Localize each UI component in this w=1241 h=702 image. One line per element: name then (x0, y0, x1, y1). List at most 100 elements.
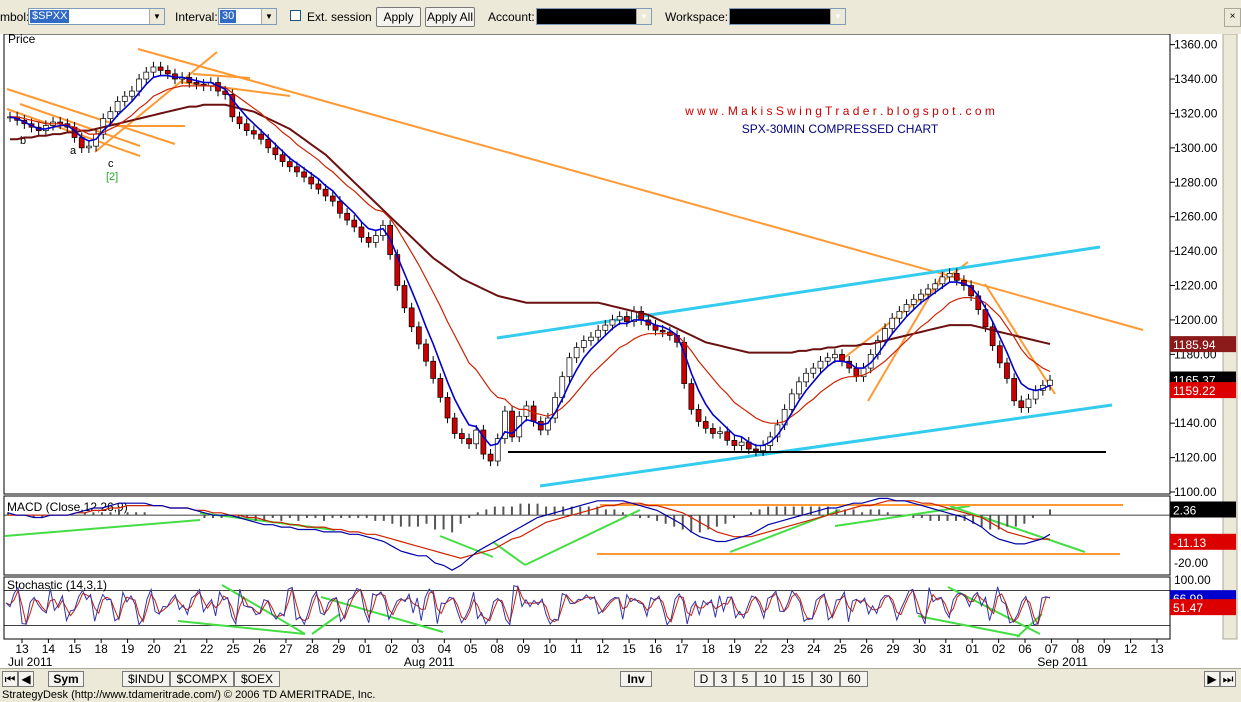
x-tick-label: 09 (517, 642, 531, 656)
candle (717, 431, 723, 434)
candle (494, 438, 501, 462)
x-tick-label: 14 (42, 642, 56, 656)
candle (738, 441, 745, 446)
chevron-down-icon[interactable]: ▼ (830, 9, 845, 24)
candle (157, 66, 164, 71)
wave-label-a: a (70, 145, 77, 157)
candle (853, 367, 860, 378)
account-label: Account: (488, 10, 535, 24)
chevron-down-icon[interactable]: ▼ (636, 9, 651, 24)
candle (286, 161, 293, 168)
close-icon[interactable]: × (1224, 8, 1241, 27)
symbol-input[interactable]: $SPXX ▼ (28, 8, 165, 25)
candle (301, 171, 307, 178)
candle (695, 409, 702, 422)
next-icon[interactable]: ▶ (1204, 671, 1220, 687)
stochastic-panel-title: Stochastic (14,3,1) (7, 578, 107, 592)
candle (487, 453, 494, 462)
tab-compx[interactable]: $COMPX (170, 671, 234, 687)
candle (788, 393, 795, 410)
ext-session-checkbox[interactable] (290, 10, 301, 21)
account-select[interactable]: ▼ (536, 8, 652, 25)
tab-interval-10[interactable]: 10 (756, 671, 784, 687)
price-label-box (1170, 336, 1236, 353)
candle (989, 326, 996, 347)
x-tick-label: 26 (860, 642, 874, 656)
x-tick-label: 17 (675, 642, 689, 656)
candle (609, 319, 616, 326)
chevron-down-icon[interactable]: ▼ (149, 9, 164, 24)
candle (380, 224, 386, 236)
candle (824, 357, 831, 362)
wave-label-b: b (20, 135, 26, 147)
candle (1032, 390, 1039, 400)
y-tick-label: 1280.00 (1174, 175, 1218, 189)
chevron-down-icon[interactable]: ▼ (261, 9, 276, 24)
ema-fast-line (9, 74, 1051, 447)
candle (502, 410, 508, 440)
tab-inv[interactable]: Inv (620, 671, 652, 687)
stoch-divergence-line (311, 613, 341, 635)
channel-lower (539, 403, 1113, 488)
y-tick-label: 1340.00 (1174, 72, 1218, 86)
chart-area: Price MACD (Close,12,26,9) Stochastic (1… (0, 34, 1241, 668)
tab-interval-15[interactable]: 15 (784, 671, 812, 687)
candle (889, 317, 896, 329)
x-tick-label: 03 (411, 642, 425, 656)
y-tick-label: 1260.00 (1174, 210, 1218, 224)
prev-icon[interactable]: ◀ (18, 671, 34, 687)
price-panel-title: Price (8, 34, 36, 46)
stoch-divergence-line (1016, 613, 1043, 638)
candle (724, 431, 731, 441)
x-tick-label: 08 (1071, 642, 1085, 656)
tab-interval-30[interactable]: 30 (812, 671, 840, 687)
candle (466, 438, 472, 445)
candle (344, 212, 350, 221)
candle (272, 147, 279, 156)
candle (258, 133, 264, 140)
tab-interval-d[interactable]: D (694, 671, 714, 687)
candle (150, 66, 157, 73)
candle (164, 70, 171, 75)
x-tick-label: 31 (939, 642, 953, 656)
first-page-icon[interactable]: ⏮ (2, 671, 18, 687)
candle (753, 448, 759, 452)
stoch-divergence-line (917, 615, 1021, 637)
tab-interval-3[interactable]: 3 (714, 671, 734, 687)
apply-button[interactable]: Apply (376, 7, 421, 27)
apply-all-button[interactable]: Apply All (425, 7, 475, 27)
tab-interval-60[interactable]: 60 (840, 671, 868, 687)
candle (896, 310, 903, 319)
candle (588, 336, 594, 341)
tab-sym[interactable]: Sym (48, 671, 84, 687)
x-tick-label: 24 (807, 642, 821, 656)
candle (623, 316, 630, 322)
month-label: Aug 2011 (404, 655, 455, 668)
candle (595, 329, 601, 338)
x-tick-label: 02 (992, 642, 1006, 656)
interval-label: Interval: (175, 10, 218, 24)
candle (401, 285, 408, 309)
candle (688, 383, 695, 410)
toolbar: mbol: $SPXX ▼ Interval: 30 ▼ Ext. sessio… (0, 0, 1241, 35)
macd-value-box (1170, 501, 1236, 518)
workspace-select[interactable]: ▼ (729, 8, 846, 25)
stoch-k-line (5, 585, 1051, 627)
candle (451, 417, 458, 434)
tab-indu[interactable]: $INDU (122, 671, 170, 687)
x-tick-label: 09 (1098, 642, 1112, 656)
price-label: 1159.22 (1173, 384, 1216, 398)
trendline (94, 51, 218, 153)
y-tick-label: 1320.00 (1174, 106, 1218, 120)
x-tick-label: 04 (438, 642, 452, 656)
candle (867, 353, 874, 369)
price-label: 1185.94 (1173, 338, 1216, 352)
tab-oex[interactable]: $OEX (234, 671, 280, 687)
candle (925, 288, 931, 295)
interval-select[interactable]: 30 ▼ (218, 8, 277, 25)
last-page-icon[interactable]: ⏭ (1220, 671, 1236, 687)
candle (473, 429, 480, 445)
tab-interval-5[interactable]: 5 (734, 671, 756, 687)
y-tick-label: 1200.00 (1174, 313, 1218, 327)
x-tick-label: 30 (913, 642, 927, 656)
